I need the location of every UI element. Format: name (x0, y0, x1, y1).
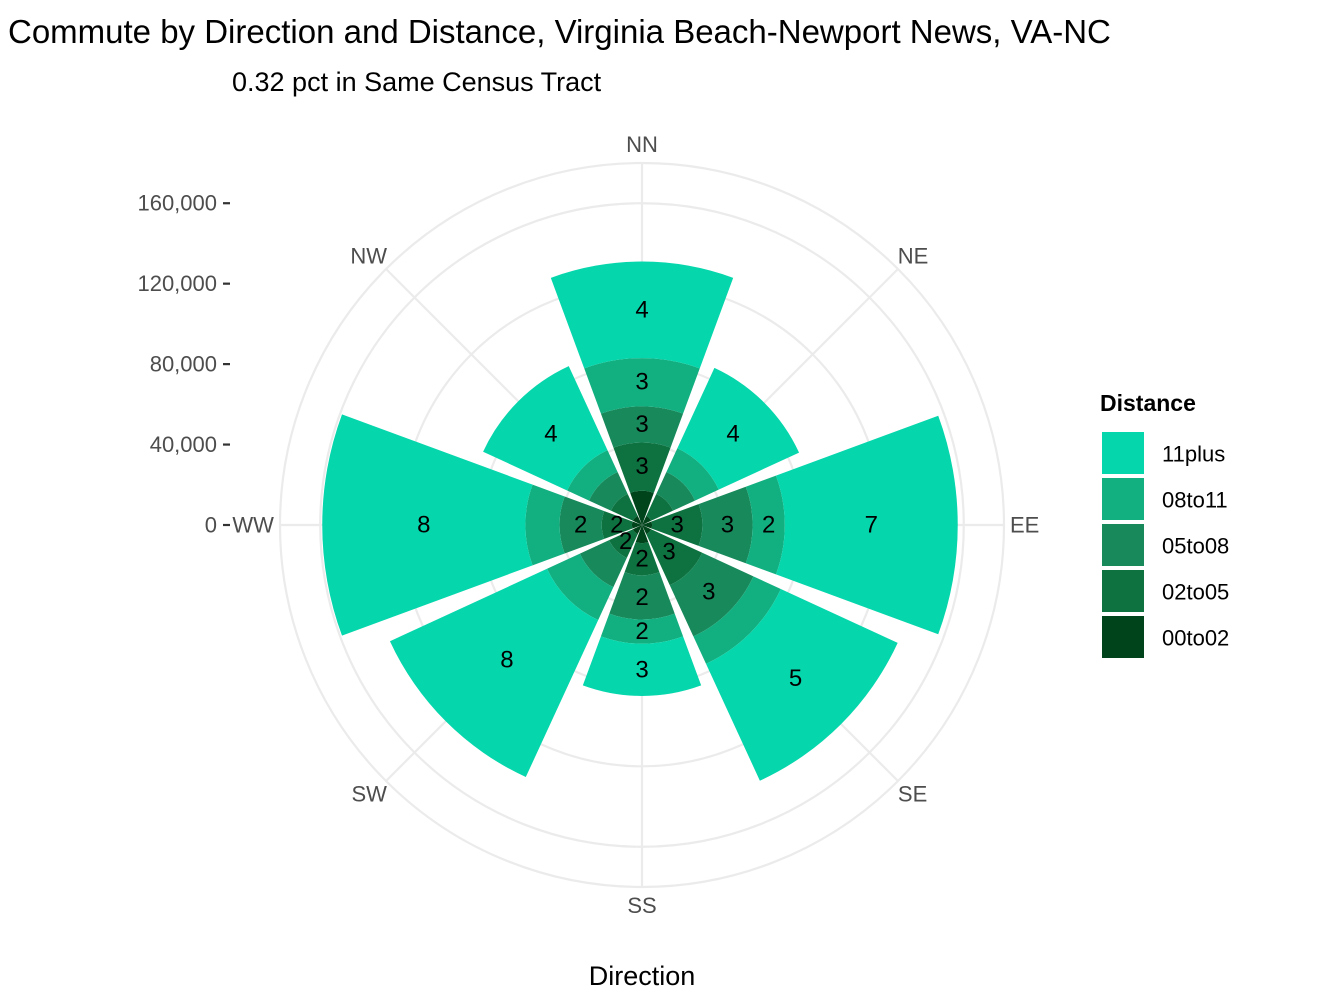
segment-label: 3 (635, 656, 648, 683)
bar-segment-NW-11plus (483, 366, 608, 491)
bar-segment-NE-00to02 (642, 515, 652, 525)
legend-swatch (1102, 524, 1144, 566)
chart-subtitle: 0.32 pct in Same Census Tract (232, 67, 602, 97)
bar-segment-NW-02to05 (610, 493, 638, 521)
y-tick-label: 80,000 (150, 352, 217, 377)
bar-segment-SS-00to02 (635, 525, 649, 544)
legend-title: Distance (1100, 390, 1196, 416)
bar-segment-SS-08to11 (600, 613, 684, 644)
direction-label: SE (898, 782, 927, 807)
bar-segment-EE-08to11 (745, 475, 785, 575)
segment-label: 4 (726, 420, 739, 447)
bar-segment-SW-05to08 (579, 540, 627, 588)
bar-segment-NN-00to02 (630, 490, 654, 525)
y-axis: 0 40,000 80,000 120,000 160,000 (137, 191, 230, 538)
direction-label: WW (232, 513, 274, 538)
legend-swatch (1102, 478, 1144, 520)
bar-segment-SE-02to05 (646, 529, 703, 586)
bar-segment-SS-11plus (582, 636, 702, 696)
direction-labels: NN NE EE SE SS SW WW NW (232, 132, 1039, 918)
y-tick-label: 160,000 (137, 191, 217, 216)
bar-segment-SE-08to11 (693, 576, 781, 664)
segment-label: 2 (619, 528, 632, 555)
legend: Distance 11plus 08to11 05to08 02to05 00to02 (1100, 390, 1229, 658)
bar-segment-WW-05to08 (559, 496, 605, 554)
segment-label: 4 (635, 296, 648, 323)
bar-segment-NN-02to05 (613, 442, 671, 493)
bar-segment-NN-08to11 (584, 358, 700, 414)
direction-label: NW (350, 243, 387, 268)
segment-label: 3 (635, 411, 648, 438)
direction-label: EE (1010, 513, 1039, 538)
bar-segment-SE-05to08 (669, 552, 754, 637)
segment-label: 3 (662, 539, 675, 566)
bar-segment-EE-05to08 (698, 486, 753, 564)
direction-label: SW (351, 782, 387, 807)
y-tick-label: 120,000 (137, 271, 217, 296)
bar-segment-NW-00to02 (632, 515, 642, 525)
direction-label: NN (626, 132, 658, 157)
bar-segment-SW-00to02 (632, 525, 642, 535)
bar-segment-NN-05to08 (600, 406, 684, 448)
bar-segment-NE-11plus (677, 367, 800, 490)
segment-label: 7 (865, 512, 878, 539)
legend-label: 05to08 (1162, 534, 1229, 559)
bar-segment-NE-05to08 (656, 472, 695, 511)
segment-label: 2 (762, 512, 775, 539)
segment-label: 8 (417, 512, 430, 539)
bar-segment-SS-02to05 (624, 541, 660, 576)
segment-label: 2 (635, 618, 648, 645)
segment-label: 8 (500, 647, 513, 674)
direction-label: NE (898, 243, 929, 268)
bar-segment-EE-00to02 (642, 521, 653, 529)
bar-segment-WW-02to05 (601, 511, 633, 539)
legend-label: 00to02 (1162, 626, 1229, 651)
bar-segment-NW-05to08 (589, 472, 628, 511)
bar-segment-WW-08to11 (525, 484, 565, 566)
bar-segment-SW-08to11 (547, 553, 614, 620)
segment-label: 5 (789, 665, 802, 692)
y-tick-label: 0 (205, 513, 217, 538)
bar-segment-WW-11plus (322, 414, 533, 636)
segment-label: 2 (610, 512, 623, 539)
bar-segment-SS-05to08 (609, 572, 675, 620)
bar-segment-NW-08to11 (567, 450, 618, 501)
legend-label: 11plus (1162, 442, 1225, 467)
segment-label: 2 (635, 546, 648, 573)
bar-segment-NN-11plus (550, 261, 734, 369)
legend-swatch (1102, 432, 1144, 474)
bar-segment-SW-02to05 (609, 529, 638, 558)
direction-label: SS (627, 893, 656, 918)
bar-segment-NE-02to05 (646, 493, 674, 521)
y-tick-label: 40,000 (150, 432, 217, 457)
bar-segment-EE-02to05 (651, 504, 703, 546)
bars (322, 261, 958, 781)
legend-swatch (1102, 616, 1144, 658)
segment-label: 2 (574, 512, 587, 539)
legend-label: 02to05 (1162, 580, 1229, 605)
segment-label: 2 (635, 584, 648, 611)
bar-segment-EE-11plus (775, 415, 958, 635)
bar-segment-SE-00to02 (642, 525, 652, 535)
chart-title: Commute by Direction and Distance, Virgi… (8, 13, 1111, 50)
bar-segment-WW-00to02 (631, 521, 642, 529)
legend-swatch (1102, 570, 1144, 612)
segment-label: 3 (635, 453, 648, 480)
segment-label: 3 (671, 512, 684, 539)
bar-segment-SW-11plus (389, 568, 599, 778)
segment-label: 4 (544, 420, 557, 447)
segment-label: 3 (635, 369, 648, 396)
bar-segment-NE-08to11 (666, 448, 719, 501)
segment-label: 3 (721, 512, 734, 539)
legend-label: 08to11 (1162, 488, 1228, 513)
segment-label: 3 (702, 578, 715, 605)
x-axis-title: Direction (589, 961, 696, 991)
bar-segment-SE-11plus (705, 588, 898, 781)
